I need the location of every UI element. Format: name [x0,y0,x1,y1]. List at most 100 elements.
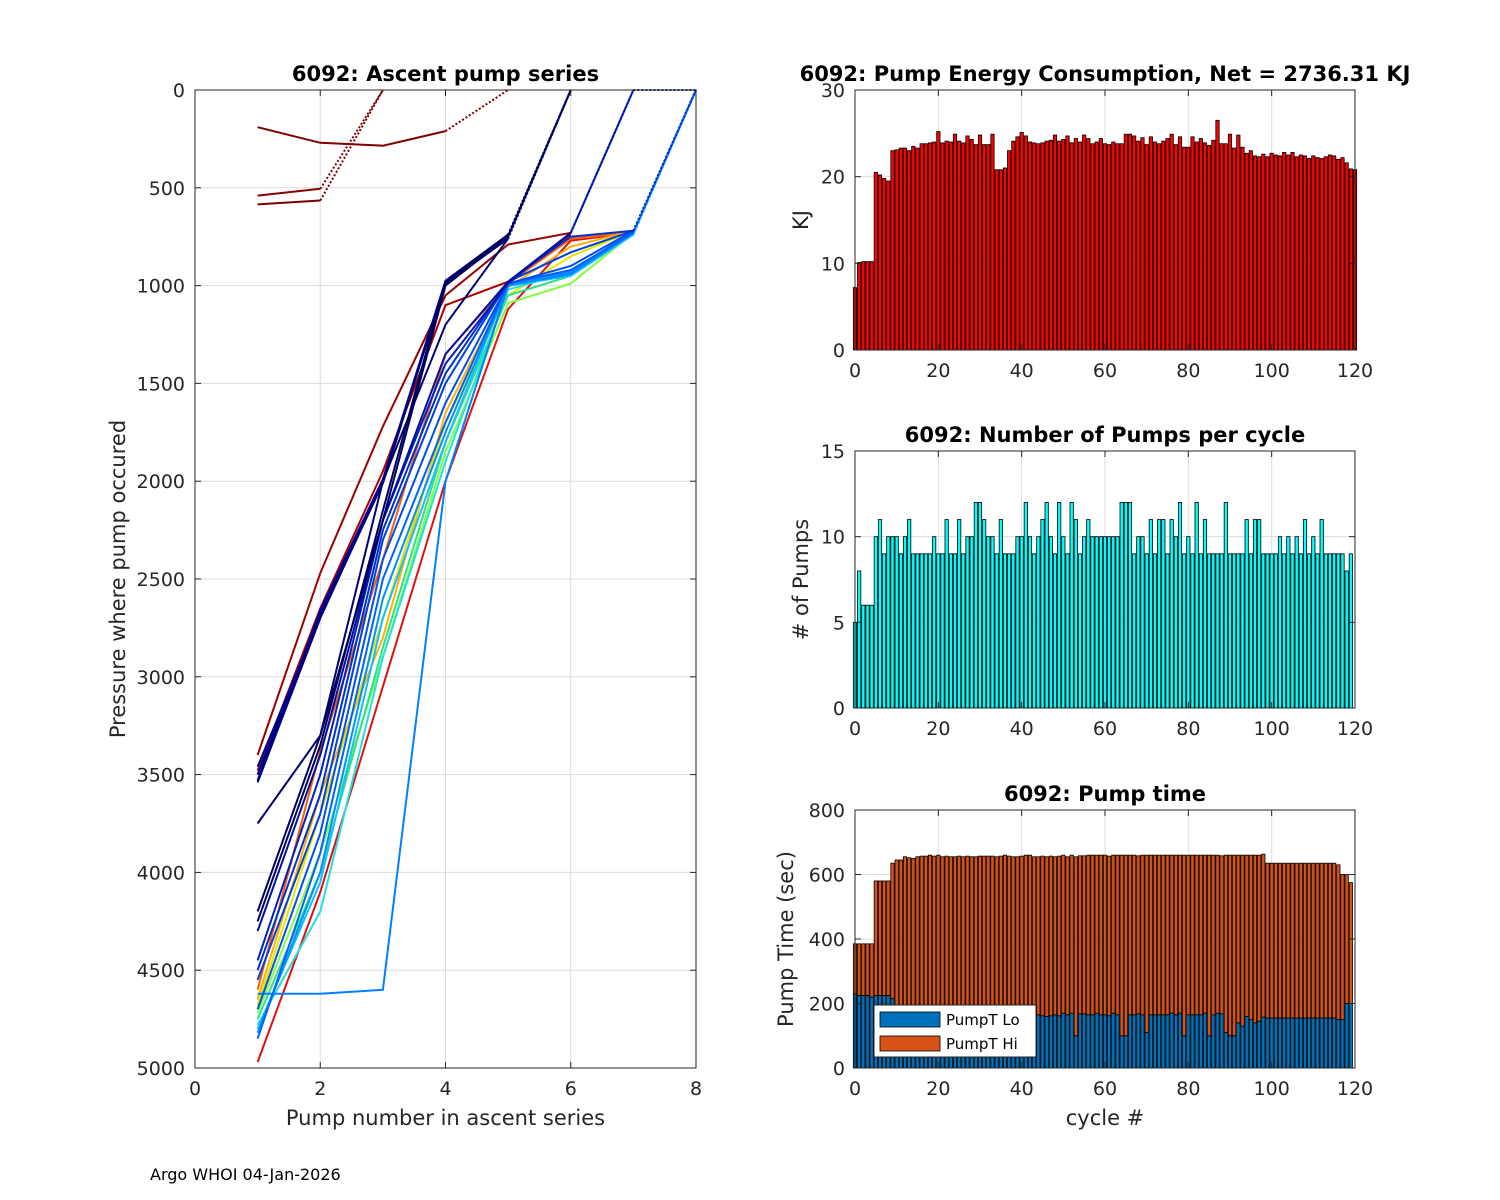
bar-pumpt-hi [994,856,999,1017]
y-axis-label: Pump Time (sec) [774,851,798,1027]
bar [944,519,949,709]
bar [1173,536,1178,709]
bar [1182,553,1187,709]
bar-pumpt-hi [1265,862,1270,1019]
bar-pumpt-lo [865,995,870,1069]
bar-pumpt-hi [1040,855,1045,1017]
bar [994,553,999,709]
bar [986,536,991,709]
bar [1211,139,1216,351]
x-tick-label: 2 [314,1078,326,1100]
bar [1265,156,1270,351]
x-axis-label: cycle # [1066,1106,1145,1130]
bar-pumpt-hi [1294,862,1299,1019]
bar-pumpt-hi [1344,874,1349,1004]
bar-pumpt-hi [1090,854,1095,1016]
bar-pumpt-hi [1177,854,1183,1014]
bar [1273,154,1278,351]
bar-pumpt-hi [1061,854,1066,1014]
bar [965,135,970,351]
bar [957,519,962,709]
bar-pumpt-lo [1186,1014,1191,1069]
bar [1307,553,1312,709]
bar-pumpt-lo [1211,1014,1216,1069]
series-line [257,231,634,995]
bar-pumpt-hi [911,857,916,1017]
bar [1011,140,1016,351]
bar [1157,519,1162,709]
bar [1290,553,1295,709]
bar-pumpt-lo [1040,1015,1045,1069]
bar-pumpt-hi [1073,856,1078,1037]
x-axis-label: Pump number in ascent series [286,1106,605,1130]
legend: PumpT Lo PumpT Hi [873,1004,1037,1058]
bar-pumpt-hi [1144,854,1149,1033]
bar [865,261,870,351]
bar [1319,158,1324,351]
bar [1286,536,1291,709]
bar [1277,536,1283,709]
bar [898,553,903,709]
bar-pumpt-hi [1094,854,1099,1014]
bar-pumpt-hi [919,855,924,1017]
bar-pumpt-hi [1190,854,1195,1016]
bar [1227,133,1233,351]
bar-pumpt-hi [1194,854,1199,1016]
bar-pumpt-hi [877,880,883,996]
bar-pumpt-lo [1082,1013,1087,1069]
bar-pumpt-hi [1290,862,1295,1019]
bar [1290,151,1295,351]
bar [1052,134,1058,351]
bar [1182,146,1187,351]
bar-pumpt-lo [1248,1019,1253,1069]
bar-pumpt-lo [1227,1035,1233,1069]
bar [1332,553,1337,709]
bar [1069,142,1074,351]
bar [1040,519,1045,709]
bar-pumpt-hi [1327,862,1333,1019]
bar [1032,553,1037,709]
bar [1282,553,1287,709]
bar [1315,553,1320,709]
bar [861,604,866,709]
bar [1194,501,1199,709]
bar-pumpt-lo [1065,1014,1070,1069]
bar [1257,519,1262,709]
bar [877,174,883,351]
bar-pumpt-hi [1098,854,1103,1016]
bar-pumpt-hi [1127,854,1133,1016]
bar-pumpt-hi [940,856,945,1017]
bar [1044,501,1049,709]
bar [1327,553,1333,709]
series-line [256,232,572,932]
bar [1094,141,1099,351]
bar-pumpt-hi [869,943,874,998]
bar [932,141,937,351]
series-surface-segment [632,89,697,232]
bar-pumpt-lo [1327,1017,1333,1069]
bar [1115,143,1120,351]
bar [1148,519,1153,709]
bar-pumpt-lo [1182,1035,1187,1069]
bar [1223,501,1228,709]
bar [1190,553,1195,709]
bar-pumpt-hi [1015,856,1020,1017]
series-line [256,229,634,971]
bar [907,519,912,709]
bar-pumpt-hi [1048,855,1053,1017]
bar-pumpt-hi [1298,862,1303,1019]
bar-pumpt-hi [886,880,891,996]
bar-pumpt-lo [861,995,866,1069]
bar-pumpt-lo [1269,1017,1274,1069]
bar-pumpt-lo [1123,1035,1128,1069]
x-tick-label: 4 [439,1078,451,1100]
y-tick-label: 15 [821,441,845,463]
bar [1315,157,1320,351]
bar [1061,536,1066,709]
bar-pumpt-lo [1148,1014,1153,1069]
bar-pumpt-hi [1140,854,1145,1016]
bar-pumpt-lo [1165,1014,1170,1069]
bar [1082,134,1087,351]
bar-pumpt-lo [1190,1014,1195,1069]
bar [1027,536,1033,709]
